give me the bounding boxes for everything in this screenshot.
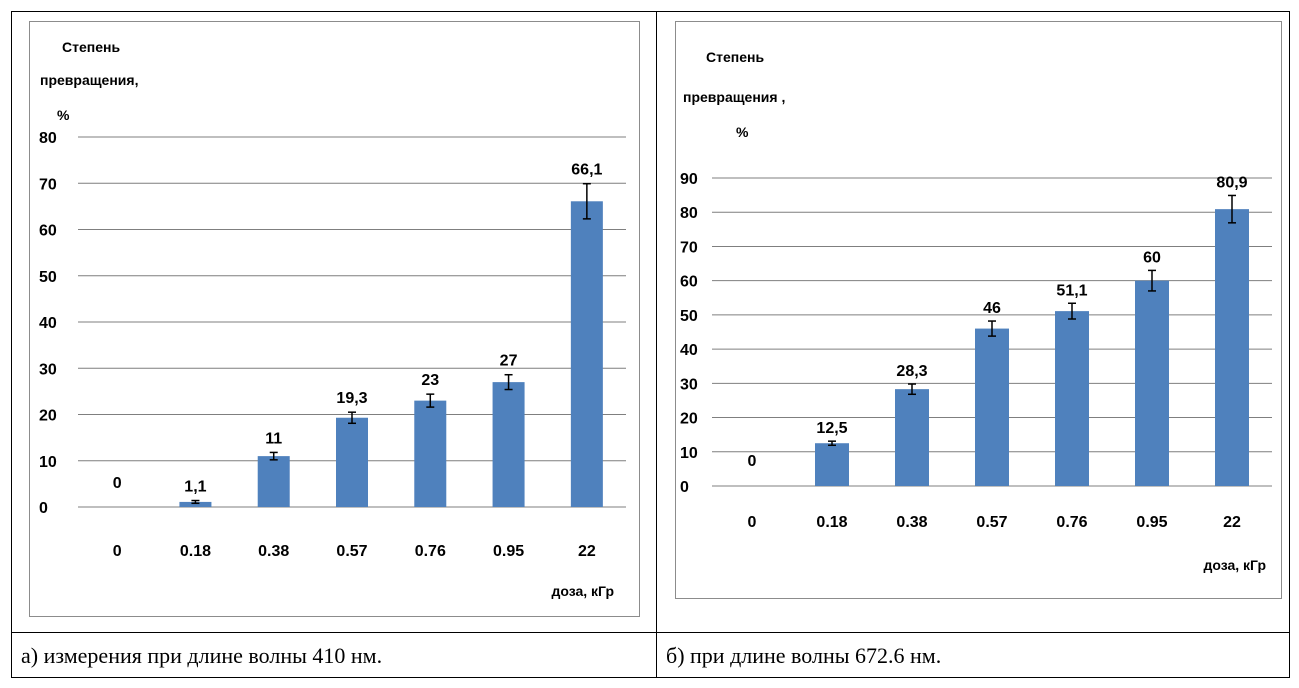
- y-tick-label: 90: [680, 171, 698, 188]
- bar: [1135, 280, 1169, 486]
- table-vertical-divider: [656, 11, 657, 678]
- bar: [895, 389, 929, 486]
- y-tick-label: 30: [39, 361, 57, 378]
- y-axis-title: превращения,: [40, 72, 138, 88]
- data-label: 23: [421, 372, 439, 389]
- data-label: 11: [265, 430, 282, 447]
- bar: [1215, 209, 1249, 487]
- bar: [815, 443, 849, 486]
- x-tick-label: 0.18: [180, 543, 211, 560]
- y-axis-title: %: [736, 124, 749, 140]
- x-tick-label: 0: [113, 543, 122, 560]
- y-tick-label: 0: [39, 500, 48, 517]
- y-tick-label: 80: [39, 130, 57, 147]
- table-horizontal-divider: [11, 632, 1290, 633]
- x-tick-label: 0.57: [976, 514, 1007, 531]
- chart-a: 0 10 20 30 40 50 60 70 80 0 0 1,1 0.18 11 0.38 19,3 0.57…: [39, 39, 626, 599]
- data-label: 80,9: [1216, 174, 1247, 191]
- y-tick-label: 50: [39, 269, 57, 286]
- x-tick-label: 0.38: [896, 514, 927, 531]
- bar: [257, 456, 290, 507]
- y-tick-label: 60: [680, 274, 698, 291]
- y-tick-label: 10: [680, 445, 698, 462]
- data-label: 60: [1143, 249, 1161, 266]
- x-tick-label: 0.95: [493, 543, 524, 560]
- x-axis-title: доза, кГр: [1203, 557, 1266, 573]
- data-label: 46: [983, 300, 1001, 317]
- y-axis-title: Степень: [706, 49, 764, 65]
- x-tick-label: 0.18: [816, 514, 847, 531]
- bar: [414, 400, 447, 507]
- y-tick-label: 80: [680, 205, 698, 222]
- x-tick-label: 0: [748, 514, 757, 531]
- x-axis-title: доза, кГр: [551, 583, 614, 599]
- data-label: 51,1: [1056, 282, 1087, 299]
- bar: [975, 328, 1009, 486]
- caption-b: б) при длине волны 672.6 нм.: [666, 643, 942, 668]
- y-axis-title: %: [57, 107, 70, 123]
- data-label: 0: [748, 453, 757, 470]
- y-tick-label: 0: [680, 479, 689, 496]
- y-tick-label: 20: [39, 408, 57, 425]
- y-tick-label: 40: [680, 342, 698, 359]
- y-tick-label: 60: [39, 223, 57, 240]
- data-label: 12,5: [816, 420, 847, 437]
- y-axis-title: превращения ,: [683, 89, 785, 105]
- y-axis-title: Степень: [62, 39, 120, 55]
- y-tick-label: 50: [680, 308, 698, 325]
- x-tick-label: 0.95: [1136, 514, 1167, 531]
- y-tick-label: 30: [680, 376, 698, 393]
- x-tick-label: 0.57: [336, 543, 367, 560]
- data-label: 27: [500, 353, 518, 370]
- data-label: 0: [113, 475, 122, 492]
- x-tick-label: 0.76: [415, 543, 446, 560]
- chart-b-area: 0 10 20 30 40 50 60 70 80 90 0 0 12,5 0.18 28,3 0.38 46 0…: [675, 21, 1282, 599]
- y-tick-label: 70: [680, 239, 698, 256]
- y-tick-label: 20: [680, 411, 698, 428]
- chart-a-area: 0 10 20 30 40 50 60 70 80 0 0 1,1 0.18 11 0.38 19,3 0.57…: [29, 21, 640, 617]
- x-tick-label: 0.76: [1056, 514, 1087, 531]
- data-label: 66,1: [571, 162, 602, 179]
- x-tick-label: 22: [1223, 514, 1241, 531]
- caption-a: а) измерения при длине волны 410 нм.: [21, 643, 383, 668]
- data-label: 1,1: [184, 479, 206, 496]
- y-tick-label: 40: [39, 315, 57, 332]
- chart-b: 0 10 20 30 40 50 60 70 80 90 0 0 12,5 0.18 28,3 0.38 46 0…: [680, 49, 1272, 573]
- x-tick-label: 22: [578, 543, 596, 560]
- data-label: 19,3: [336, 390, 367, 407]
- x-tick-label: 0.38: [258, 543, 289, 560]
- data-label: 28,3: [896, 363, 927, 380]
- bar: [336, 417, 368, 507]
- bar: [179, 501, 212, 507]
- y-tick-label: 70: [39, 176, 57, 193]
- figure-table: [11, 11, 1290, 678]
- bar: [1055, 311, 1089, 486]
- y-tick-label: 10: [39, 454, 57, 471]
- bar: [492, 382, 525, 507]
- bar: [570, 201, 603, 507]
